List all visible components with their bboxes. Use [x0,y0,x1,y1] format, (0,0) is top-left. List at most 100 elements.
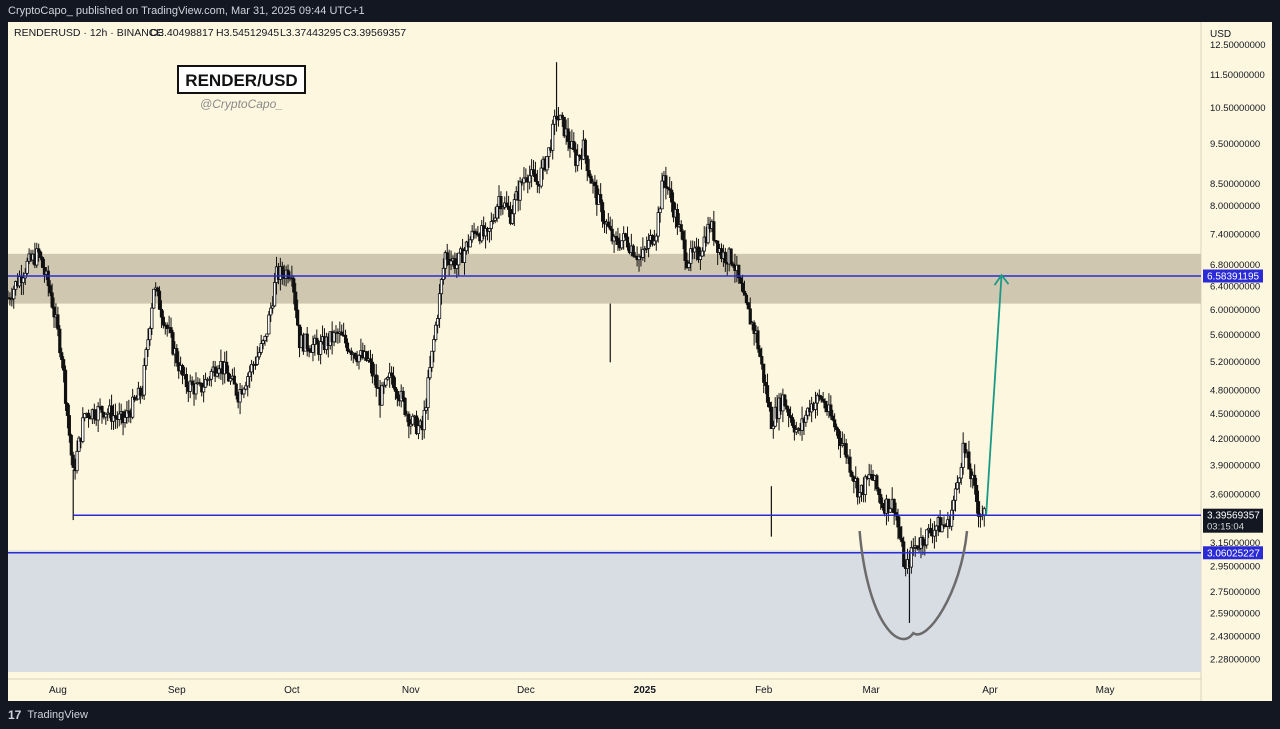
price-tick-label: 2.28000000 [1210,655,1260,666]
candle-body [762,363,766,383]
candle-body [232,375,236,385]
candle-body [194,383,198,395]
current-price-tag [1203,508,1263,533]
candle-body [280,266,284,276]
candle-body [551,123,555,151]
candle-body [403,397,407,416]
candle-body [900,537,904,543]
price-chart[interactable]: RENDERUSD · 12h · BINANCE O3.40498817 H3… [6,22,1272,701]
candle-body [599,194,603,203]
candle-body [305,333,309,350]
candle-body [585,155,589,172]
candle-body [290,277,294,280]
candle-body [739,277,743,284]
candle-body [833,419,837,428]
chart-container[interactable]: RENDERUSD · 12h · BINANCE O3.40498817 H3… [6,22,1272,701]
candle-body [731,263,735,266]
candle-body [75,450,79,472]
ohlc-low: L3.37443295 [280,27,341,39]
bar-countdown-label: 03:15:04 [1207,522,1244,533]
price-axis-labels: 12.50000000 11.50000000 10.50000000 9.50000… [1210,40,1265,666]
time-tick-label: May [1096,685,1115,696]
candle-body [159,308,164,318]
candle-body [921,537,925,546]
candle-body [902,541,906,567]
candle-body [925,529,929,546]
candle-body [760,356,764,365]
candle-series [6,62,986,623]
candle-body [468,239,472,248]
cup-curve [858,530,969,641]
candle-body [790,417,795,426]
candle-body [445,252,449,260]
candle-body [171,332,175,355]
candle-body [150,307,154,329]
candle-body [898,526,902,539]
candle-body [783,394,787,407]
candle-body [804,414,808,423]
candle-body [432,339,436,352]
candle-body [65,403,70,416]
candle-body [670,189,674,203]
candle-body [850,471,854,478]
candle-body [315,337,319,345]
candle-body [863,476,867,495]
current-price-label: 3.39569357 [1207,511,1260,522]
candle-body [823,400,827,409]
candle-body [248,371,252,378]
candle-body [886,498,890,513]
candle-body [716,240,720,253]
candle-body [894,512,898,517]
price-tick-label: 6.80000000 [1210,260,1260,271]
candle-body [815,394,819,404]
candle-body [834,426,839,430]
candle-body [476,233,480,236]
candle-body [487,228,492,232]
candle-body [202,386,206,393]
candle-body [96,405,100,421]
candle-body [501,206,505,210]
candle-body [857,492,862,498]
candle-body [455,264,459,269]
candle-body [702,236,706,252]
candle-body [792,425,796,433]
candle-body [175,348,179,364]
candle-body [271,305,275,309]
candle-body [10,298,14,301]
candle-body [86,412,91,418]
candle-body [545,156,549,171]
candle-body [261,340,265,344]
candle-body [307,348,311,352]
candle-body [152,288,156,309]
candle-body [963,442,967,454]
candle-body [46,270,50,287]
footer: 17 TradingView [8,704,88,726]
candle-body [892,498,896,513]
candle-body [932,529,936,537]
candle-body [345,342,350,352]
candle-body [257,352,261,358]
candle-body [292,278,296,293]
candle-body [973,474,977,486]
candle-body [625,236,630,248]
candle-body [856,478,860,498]
candle-body [12,288,16,300]
ohlc-close: C3.39569357 [343,27,406,39]
candle-body [506,205,511,210]
candle-body [207,378,211,381]
candle-body [712,221,716,241]
candle-body [681,231,685,241]
candle-body [934,525,938,531]
price-tick-label: 3.15000000 [1210,538,1260,549]
candle-body [106,412,110,415]
time-tick-label: Aug [49,685,67,696]
candle-body [374,374,378,388]
candle-body [576,154,580,166]
candle-body [226,372,231,382]
candle-body [572,141,576,151]
candle-body [109,405,114,422]
candle-body [600,202,605,222]
candle-body [675,209,679,228]
tradingview-logo-icon: 17 [8,708,22,722]
candle-body [660,180,664,210]
